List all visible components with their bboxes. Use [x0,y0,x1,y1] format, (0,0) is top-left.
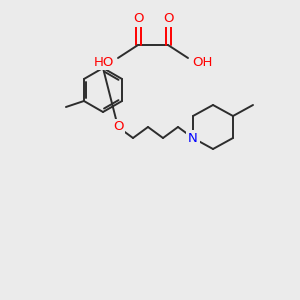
Text: O: O [163,13,173,26]
Text: OH: OH [192,56,212,68]
Text: N: N [188,131,198,145]
Text: HO: HO [94,56,114,68]
Text: O: O [133,13,143,26]
Text: O: O [113,121,123,134]
